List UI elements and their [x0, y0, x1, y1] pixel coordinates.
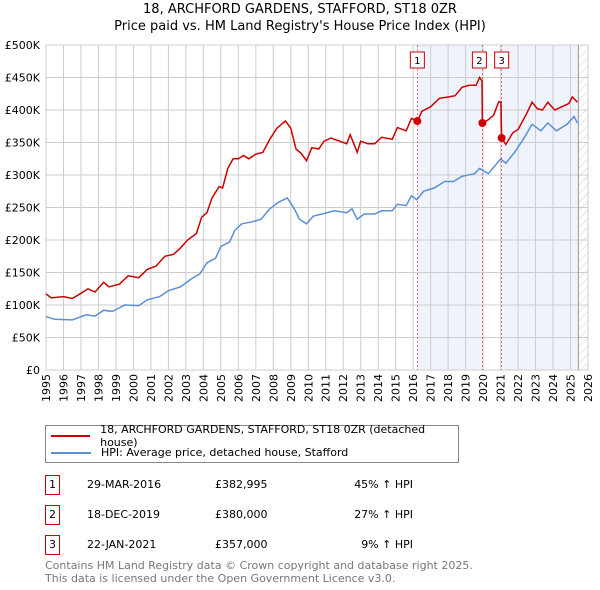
x-tick-label: 1995	[40, 374, 53, 402]
x-tick-label: 2012	[337, 374, 350, 402]
x-tick-label: 2016	[407, 374, 420, 402]
series-line-property	[45, 76, 579, 300]
sale-hpi-diff: 9% ↑ HPI	[361, 538, 413, 551]
sale-label: 3	[498, 56, 504, 67]
x-tick-label: 1996	[57, 374, 70, 402]
y-tick-label: £450K	[5, 72, 41, 85]
x-tick-label: 2009	[285, 374, 298, 402]
x-tick-label: 2025	[565, 374, 578, 402]
x-tick-label: 2014	[372, 374, 385, 402]
x-tick-label: 1998	[92, 374, 105, 402]
sale-price: £382,995	[215, 478, 268, 491]
y-tick-label: £150K	[5, 267, 41, 280]
x-tick-label: 2010	[302, 374, 315, 402]
sale-hpi-diff: 27% ↑ HPI	[354, 508, 413, 521]
x-tick-label: 2013	[355, 374, 368, 402]
legend-label: 18, ARCHFORD GARDENS, STAFFORD, ST18 0ZR…	[100, 422, 426, 449]
y-tick-label: £400K	[5, 104, 41, 117]
x-tick-label: 2011	[320, 374, 333, 402]
sale-label: 2	[476, 56, 482, 67]
x-tick-label: 2008	[267, 374, 280, 402]
series-line-hpi	[45, 115, 579, 321]
x-tick-label: 2002	[162, 374, 175, 402]
sale-point	[478, 119, 487, 127]
x-tick-label: 2022	[512, 374, 525, 402]
x-tick-label: 2005	[215, 374, 228, 402]
footer-licence: This data is licensed under the Open Gov…	[45, 572, 396, 585]
x-tick-label: 1999	[110, 374, 123, 402]
sale-label-box	[409, 51, 425, 69]
x-tick-label: 1997	[75, 374, 88, 402]
x-tick-label: 2018	[442, 374, 455, 402]
x-tick-label: 2017	[425, 374, 438, 402]
x-tick-label: 2021	[495, 374, 508, 402]
y-tick-label: £50K	[12, 332, 41, 345]
x-tick-label: 2000	[127, 374, 140, 402]
sale-number: 3	[45, 535, 60, 555]
sale-point	[497, 133, 506, 142]
x-tick-label: 2019	[460, 374, 473, 402]
y-tick-label: £350K	[5, 137, 41, 150]
y-tick-label: £100K	[5, 299, 41, 312]
sale-price: £380,000	[215, 508, 268, 521]
x-tick-label: 2015	[390, 374, 403, 402]
chart-title: 18, ARCHFORD GARDENS, STAFFORD, ST18 0ZR	[143, 2, 457, 17]
legend: 18, ARCHFORD GARDENS, STAFFORD, ST18 0ZR…	[45, 423, 459, 463]
sale-point	[413, 117, 422, 126]
footer-copyright: Contains HM Land Registry data © Crown c…	[45, 559, 473, 572]
sale-date: 22-JAN-2021	[87, 538, 157, 551]
x-tick-label: 2003	[180, 374, 193, 402]
x-tick-label: 2007	[250, 374, 263, 402]
legend-swatch	[51, 434, 91, 437]
x-tick-label: 2004	[197, 374, 210, 402]
chart-subtitle: Price paid vs. HM Land Registry's House …	[114, 19, 486, 34]
legend-label: HPI: Average price, detached house, Staf…	[101, 446, 349, 459]
legend-swatch	[51, 451, 91, 454]
sale-number: 1	[45, 475, 60, 495]
sale-number: 2	[45, 505, 60, 525]
y-tick-label: £200K	[5, 234, 41, 247]
y-tick-label: £0	[26, 364, 40, 377]
legend-item-hpi: HPI: Average price, detached house, Staf…	[51, 444, 348, 461]
y-tick-label: £300K	[5, 169, 41, 182]
sale-price: £357,000	[215, 538, 268, 551]
x-tick-label: 2006	[232, 374, 245, 402]
y-tick-label: £250K	[5, 202, 41, 215]
plot: 1995 1996 1997 1998 1999 2000 2001 2002 2003 2004…	[5, 39, 595, 402]
sale-label-box	[494, 51, 510, 69]
sale-label: 1	[414, 56, 420, 67]
sale-date: 29-MAR-2016	[87, 478, 162, 491]
x-tick-label: 2026	[582, 374, 595, 402]
sale-hpi-diff: 45% ↑ HPI	[354, 478, 413, 491]
x-tick-label: 2024	[547, 374, 560, 402]
sale-date: 18-DEC-2019	[87, 508, 161, 521]
x-tick-label: 2020	[477, 374, 490, 402]
x-tick-label: 2023	[530, 374, 543, 402]
x-tick-label: 2001	[145, 374, 158, 402]
sale-label-box	[471, 51, 487, 69]
y-tick-label: £500K	[5, 39, 41, 52]
legend-item-property: 18, ARCHFORD GARDENS, STAFFORD, ST18 0ZR…	[51, 423, 458, 449]
